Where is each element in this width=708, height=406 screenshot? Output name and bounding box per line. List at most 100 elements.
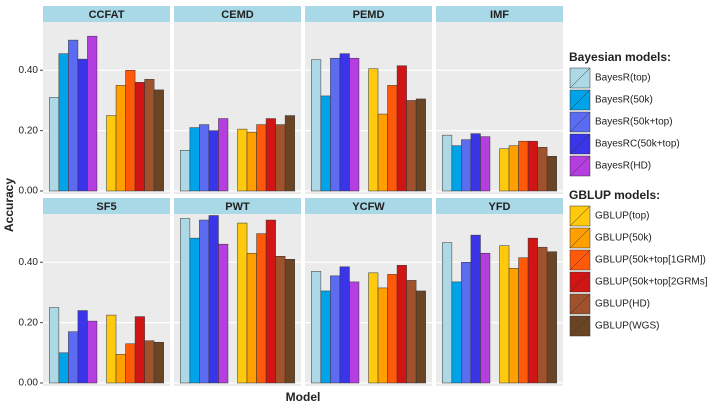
bar	[77, 58, 88, 192]
bar	[349, 281, 360, 384]
bar	[68, 331, 79, 384]
y-tick-label: 0.00	[19, 186, 39, 197]
bar	[415, 98, 426, 192]
bar	[480, 136, 491, 192]
bar	[470, 234, 481, 384]
bar	[499, 245, 510, 384]
bar	[68, 39, 79, 192]
bar	[237, 128, 248, 192]
legend-label: GBLUP(50k+top[2GRMs])	[595, 277, 708, 288]
bar	[199, 124, 210, 192]
bar	[208, 130, 219, 192]
y-tick-label: 0.00	[19, 378, 39, 389]
legend-label: BayesRC(50k+top)	[595, 139, 680, 150]
bar	[406, 280, 417, 384]
bar	[330, 275, 341, 384]
legend-label: GBLUP(50k+top[1GRM])	[595, 255, 706, 266]
bar	[275, 255, 286, 384]
facet-title: IMF	[490, 9, 509, 21]
bar	[396, 265, 407, 384]
bar	[153, 341, 164, 384]
bar	[189, 237, 200, 384]
legend-label: BayesR(HD)	[595, 161, 651, 172]
legend-key-slash	[569, 271, 591, 293]
strip	[174, 6, 301, 22]
bar	[537, 146, 548, 192]
bar	[349, 57, 360, 192]
bar	[461, 139, 472, 192]
bar	[87, 35, 98, 192]
bar	[442, 134, 453, 192]
bar	[87, 320, 98, 384]
legend-key-slash	[569, 155, 591, 177]
strip	[436, 198, 563, 214]
bar	[518, 257, 529, 384]
legend-key-slash	[569, 249, 591, 271]
legend-key-slash	[569, 227, 591, 249]
bar	[180, 149, 191, 192]
bar	[134, 316, 145, 384]
legend-key-slash	[569, 315, 591, 337]
bar	[320, 95, 331, 192]
bar	[508, 268, 519, 384]
facet-title: CEMD	[221, 9, 253, 21]
facet-title: PWT	[225, 201, 250, 213]
strip	[305, 198, 432, 214]
bar	[265, 219, 276, 384]
bar	[518, 140, 529, 192]
bar	[265, 118, 276, 192]
bar	[377, 113, 388, 192]
bar	[106, 115, 117, 192]
bar	[311, 59, 322, 192]
bar	[218, 243, 229, 384]
bar	[480, 252, 491, 384]
legend-label: BayesR(50k+top)	[595, 117, 673, 128]
strip	[436, 6, 563, 22]
bar	[115, 354, 126, 384]
bar	[208, 215, 219, 384]
bar	[58, 352, 69, 384]
bar	[537, 246, 548, 384]
bar	[546, 251, 557, 384]
bar	[461, 262, 472, 384]
strip	[43, 6, 170, 22]
legend-title: GBLUP models:	[569, 188, 660, 202]
bar	[368, 68, 379, 192]
legend-label: BayesR(top)	[595, 73, 651, 84]
bar	[387, 85, 398, 192]
bar	[387, 274, 398, 384]
facet-title: CCFAT	[89, 9, 125, 21]
facet-title: PEMD	[353, 9, 385, 21]
bar	[396, 65, 407, 192]
bar	[256, 233, 267, 384]
bar	[284, 259, 295, 384]
y-tick-label: 0.40	[19, 65, 39, 76]
bar	[527, 140, 538, 192]
bar	[451, 281, 462, 384]
bar	[180, 218, 191, 384]
bar	[49, 307, 60, 384]
bar	[368, 272, 379, 384]
facet-title: SF5	[96, 201, 116, 213]
bar	[115, 85, 126, 192]
y-tick-label: 0.20	[19, 317, 39, 328]
bar	[330, 57, 341, 192]
bar	[77, 310, 88, 384]
legend-label: GBLUP(50k)	[595, 233, 652, 244]
bar	[527, 237, 538, 384]
bar	[153, 89, 164, 192]
y-tick-label: 0.40	[19, 257, 39, 268]
legend-key-slash	[569, 67, 591, 89]
legend-key-slash	[569, 133, 591, 155]
bar	[415, 290, 426, 384]
bar	[284, 115, 295, 192]
bar	[246, 252, 257, 384]
legend-key-slash	[569, 293, 591, 315]
facet-title: YCFW	[352, 201, 385, 213]
bar	[311, 271, 322, 384]
strip	[43, 198, 170, 214]
strip	[305, 6, 432, 22]
bar	[49, 97, 60, 192]
legend-label: GBLUP(WGS)	[595, 321, 659, 332]
